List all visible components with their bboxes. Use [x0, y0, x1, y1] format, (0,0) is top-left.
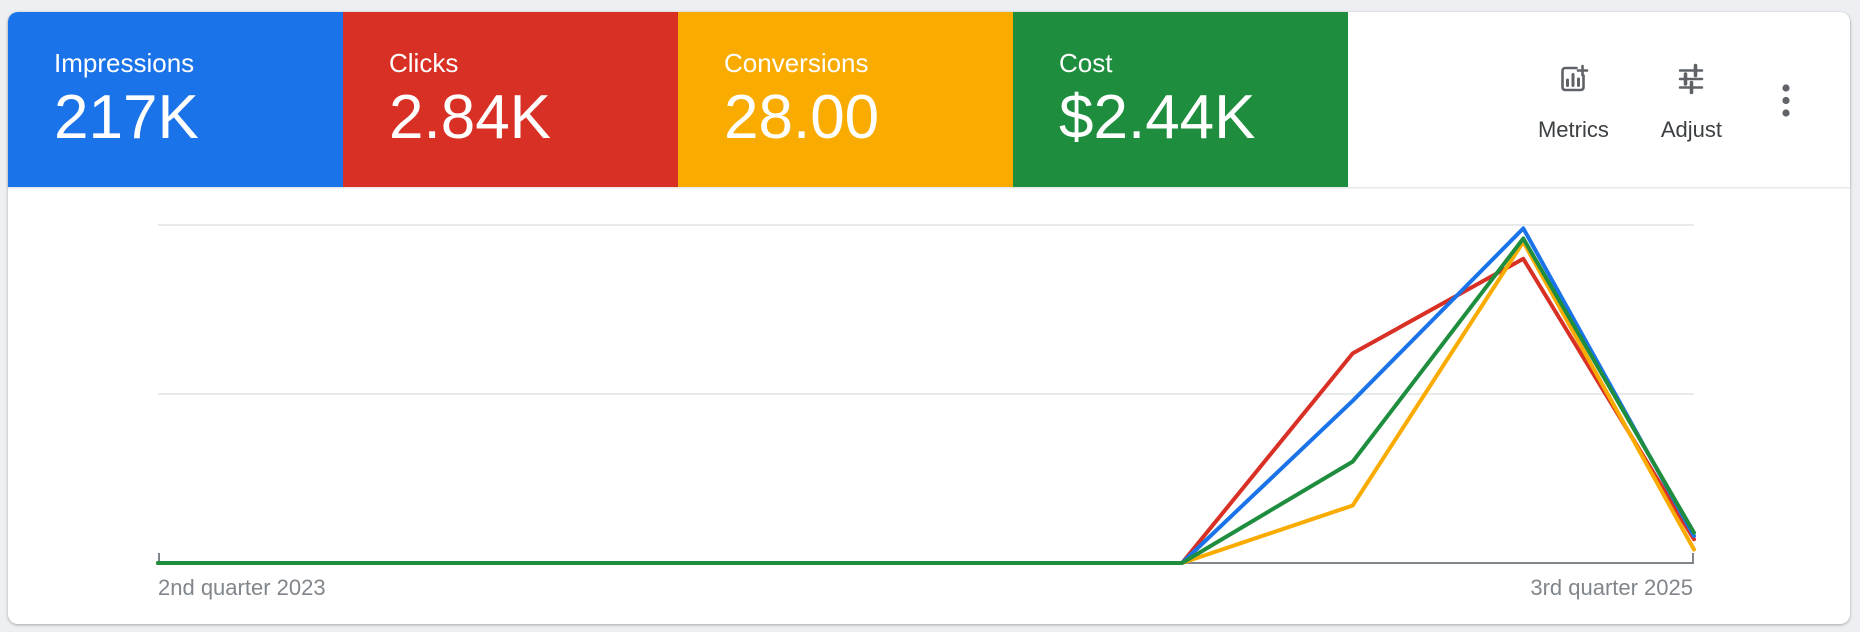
performance-overview-card: Impressions 217K Clicks 2.84K Conversion…	[8, 12, 1850, 624]
x-axis-label-start: 2nd quarter 2023	[158, 575, 326, 600]
scorecard-label: Impressions	[54, 48, 195, 78]
vertical-kebab-icon	[1781, 82, 1791, 122]
adjust-button-label: Adjust	[1660, 117, 1722, 142]
chart-toolbar: Metrics Adjust	[1537, 12, 1850, 187]
scorecard-clicks[interactable]: Clicks 2.84K	[343, 12, 678, 187]
scorecard-cost[interactable]: Cost $2.44K	[1013, 12, 1348, 187]
tune-sliders-icon	[1674, 62, 1708, 101]
scorecard-impressions[interactable]: Impressions 217K	[8, 12, 343, 187]
scorecard-value: $2.44K	[1059, 83, 1256, 152]
scorecard-label: Cost	[1059, 48, 1113, 78]
x-axis-label-end: 3rd quarter 2025	[1530, 575, 1693, 600]
scorecard-label: Clicks	[389, 48, 459, 78]
scorecard-conversions[interactable]: Conversions 28.00	[678, 12, 1013, 187]
scorecard-strip: Impressions 217K Clicks 2.84K Conversion…	[8, 12, 1850, 187]
adjust-button[interactable]: Adjust	[1661, 62, 1722, 143]
scorecard-value: 28.00	[724, 83, 880, 152]
scorecard-value: 2.84K	[389, 83, 552, 152]
add-chart-icon	[1556, 62, 1590, 101]
scorecard-value: 217K	[54, 83, 199, 152]
more-options-button[interactable]	[1774, 82, 1798, 122]
metrics-button-label: Metrics	[1537, 117, 1609, 142]
scorecard-label: Conversions	[724, 48, 869, 78]
metrics-button[interactable]: Metrics	[1538, 62, 1609, 143]
